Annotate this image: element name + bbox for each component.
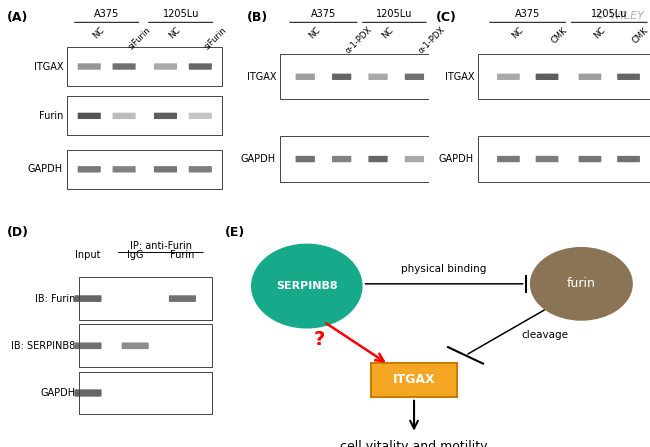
Text: IgG: IgG xyxy=(127,250,144,260)
Bar xyxy=(371,363,457,397)
FancyBboxPatch shape xyxy=(497,74,520,80)
Text: physical binding: physical binding xyxy=(402,264,487,274)
Ellipse shape xyxy=(530,247,633,321)
Ellipse shape xyxy=(251,244,363,329)
Bar xyxy=(68,150,222,189)
Text: (E): (E) xyxy=(226,226,246,239)
Text: NC: NC xyxy=(511,25,526,40)
Text: A375: A375 xyxy=(515,9,540,19)
Bar xyxy=(280,136,429,181)
FancyBboxPatch shape xyxy=(112,113,136,119)
Bar xyxy=(478,54,650,99)
FancyBboxPatch shape xyxy=(369,156,387,162)
FancyBboxPatch shape xyxy=(154,63,177,70)
FancyBboxPatch shape xyxy=(536,156,558,162)
Text: GAPDH: GAPDH xyxy=(241,154,276,164)
Text: NC: NC xyxy=(92,25,107,40)
FancyBboxPatch shape xyxy=(296,156,315,162)
Text: IB: Furin: IB: Furin xyxy=(34,294,75,304)
FancyBboxPatch shape xyxy=(78,113,101,119)
Text: IB: SERPINB8: IB: SERPINB8 xyxy=(11,341,75,351)
Text: A375: A375 xyxy=(311,9,336,19)
FancyBboxPatch shape xyxy=(578,74,601,80)
FancyBboxPatch shape xyxy=(112,63,136,70)
FancyBboxPatch shape xyxy=(75,342,101,349)
Text: GAPDH: GAPDH xyxy=(40,388,75,398)
FancyBboxPatch shape xyxy=(332,74,351,80)
Text: ITGAX: ITGAX xyxy=(445,72,474,82)
Text: siFurin: siFurin xyxy=(126,25,152,51)
FancyBboxPatch shape xyxy=(618,156,640,162)
Text: Furin: Furin xyxy=(170,250,194,260)
Text: IP: anti-Furin: IP: anti-Furin xyxy=(130,241,192,251)
FancyBboxPatch shape xyxy=(369,74,387,80)
Text: (B): (B) xyxy=(247,11,268,24)
Text: ?: ? xyxy=(314,330,326,349)
Text: siFurin: siFurin xyxy=(203,25,228,51)
Text: 1205Lu: 1205Lu xyxy=(162,9,199,19)
FancyBboxPatch shape xyxy=(618,74,640,80)
Text: GAPDH: GAPDH xyxy=(28,164,63,174)
FancyBboxPatch shape xyxy=(578,156,601,162)
FancyBboxPatch shape xyxy=(78,63,101,70)
Bar xyxy=(79,325,213,367)
Text: GAPDH: GAPDH xyxy=(439,154,474,164)
Text: ITGAX: ITGAX xyxy=(246,72,276,82)
FancyBboxPatch shape xyxy=(296,74,315,80)
Bar xyxy=(68,97,222,135)
Bar xyxy=(280,54,429,99)
Text: α-1-PDX: α-1-PDX xyxy=(416,25,447,56)
Text: CMK: CMK xyxy=(549,25,569,45)
Bar xyxy=(79,371,213,414)
FancyBboxPatch shape xyxy=(405,156,424,162)
Text: cell vitality and motility: cell vitality and motility xyxy=(341,440,488,447)
Text: cleavage: cleavage xyxy=(521,330,568,340)
Bar xyxy=(478,136,650,181)
FancyBboxPatch shape xyxy=(154,166,177,173)
FancyBboxPatch shape xyxy=(122,342,149,349)
FancyBboxPatch shape xyxy=(497,156,520,162)
FancyBboxPatch shape xyxy=(188,63,212,70)
Text: Furin: Furin xyxy=(39,111,63,121)
Text: ITGAX: ITGAX xyxy=(393,373,436,387)
Text: (A): (A) xyxy=(6,11,28,24)
FancyBboxPatch shape xyxy=(188,166,212,173)
Text: A375: A375 xyxy=(94,9,120,19)
Text: CMK: CMK xyxy=(630,25,650,45)
Text: ITGAX: ITGAX xyxy=(34,62,63,72)
Bar xyxy=(79,277,213,320)
Text: NC: NC xyxy=(380,25,395,40)
Text: Input: Input xyxy=(75,250,101,260)
Text: © WILEY: © WILEY xyxy=(595,11,644,21)
FancyBboxPatch shape xyxy=(112,166,136,173)
Text: (D): (D) xyxy=(6,226,29,239)
Text: (C): (C) xyxy=(436,11,456,24)
Text: NC: NC xyxy=(592,25,607,40)
Text: 1205Lu: 1205Lu xyxy=(591,9,627,19)
FancyBboxPatch shape xyxy=(154,113,177,119)
FancyBboxPatch shape xyxy=(78,166,101,173)
Text: furin: furin xyxy=(567,277,596,291)
FancyBboxPatch shape xyxy=(405,74,424,80)
FancyBboxPatch shape xyxy=(75,389,101,396)
FancyBboxPatch shape xyxy=(75,295,101,302)
Text: SERPINB8: SERPINB8 xyxy=(276,281,337,291)
FancyBboxPatch shape xyxy=(188,113,212,119)
Text: 1205Lu: 1205Lu xyxy=(376,9,413,19)
FancyBboxPatch shape xyxy=(536,74,558,80)
Text: NC: NC xyxy=(168,25,183,40)
FancyBboxPatch shape xyxy=(332,156,351,162)
Text: α-1-PDX: α-1-PDX xyxy=(343,25,374,56)
Bar xyxy=(68,47,222,86)
FancyBboxPatch shape xyxy=(169,295,196,302)
Text: NC: NC xyxy=(307,25,322,40)
